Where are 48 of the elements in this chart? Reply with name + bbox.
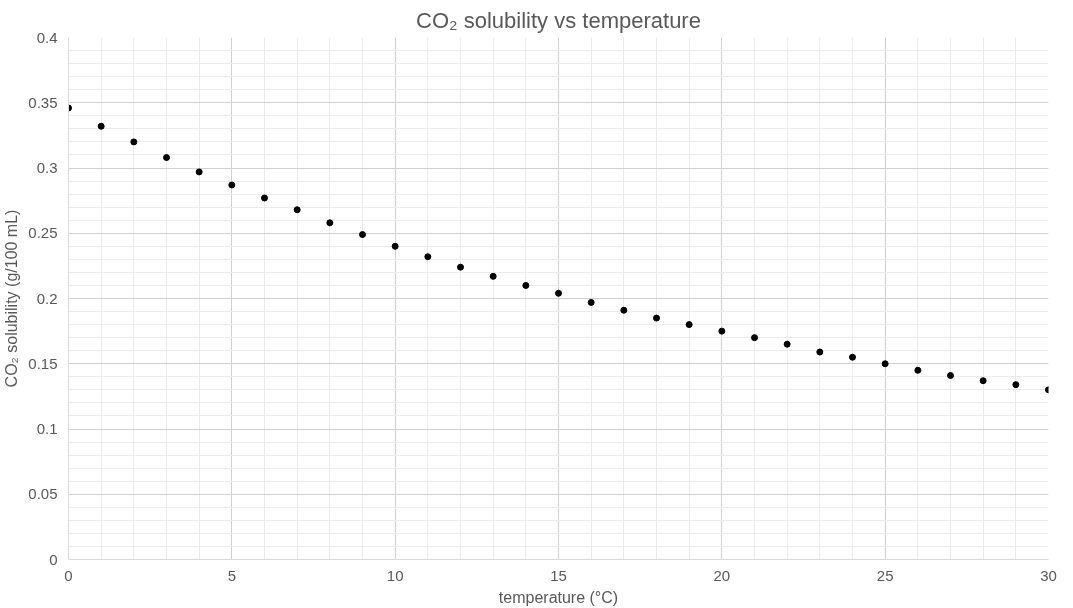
y-tick-label: 0.15 — [28, 354, 58, 372]
point — [489, 272, 497, 280]
y-tick-label: 0.4 — [36, 28, 58, 46]
y-tick-label: 0.3 — [36, 159, 58, 176]
point — [457, 263, 464, 271]
point — [783, 340, 791, 348]
x-tick-label: 15 — [550, 566, 567, 584]
point — [849, 353, 856, 361]
x-tick-label: 30 — [1040, 566, 1057, 584]
y-tick-label: 0.35 — [28, 93, 58, 111]
point — [522, 281, 530, 289]
point — [228, 181, 236, 189]
x-tick-label: 5 — [227, 566, 237, 584]
point — [555, 289, 562, 297]
point — [816, 348, 824, 356]
y-axis-title: CO₂ solubility (g/100 mL) — [3, 209, 21, 388]
point — [587, 298, 595, 306]
point — [718, 327, 726, 335]
point — [424, 253, 432, 261]
point — [130, 138, 138, 146]
y-tick-label: 0 — [49, 550, 58, 568]
point — [914, 366, 922, 374]
y-tick-label: 0.2 — [36, 289, 58, 307]
point — [195, 168, 203, 176]
chart-title: CO₂ solubility vs temperature — [416, 7, 701, 33]
point — [1012, 381, 1020, 389]
point — [653, 314, 660, 322]
y-tick-label: 0.1 — [36, 420, 58, 437]
point — [685, 321, 693, 329]
point — [979, 377, 987, 385]
point — [326, 219, 334, 227]
x-axis-title: temperature (°C) — [498, 588, 619, 606]
point — [261, 194, 268, 202]
point — [391, 242, 399, 250]
x-tick-label: 25 — [876, 566, 894, 584]
y-tick-label: 0.25 — [28, 224, 58, 242]
point — [97, 122, 105, 130]
point — [163, 154, 170, 162]
point — [881, 360, 889, 368]
x-tick-label: 10 — [386, 566, 404, 584]
point — [751, 334, 758, 342]
x-tick-label: 20 — [713, 566, 731, 584]
y-tick-label: 0.05 — [28, 485, 58, 503]
point — [293, 206, 301, 214]
x-tick-label: 0 — [64, 566, 73, 584]
point — [359, 231, 366, 239]
point — [620, 306, 628, 314]
point — [947, 372, 954, 379]
